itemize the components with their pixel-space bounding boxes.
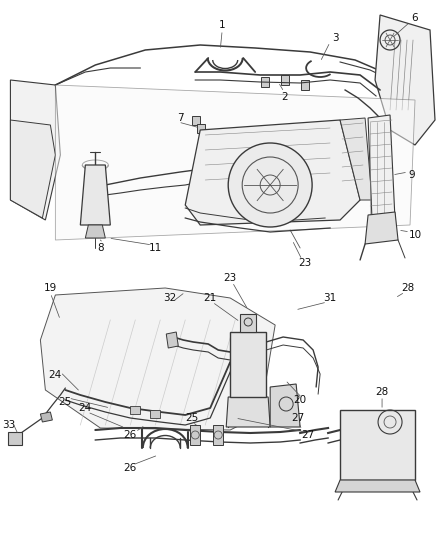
Polygon shape xyxy=(166,332,178,348)
Polygon shape xyxy=(340,410,415,480)
Text: 2: 2 xyxy=(281,92,287,102)
Polygon shape xyxy=(240,314,256,332)
Polygon shape xyxy=(40,412,53,422)
Polygon shape xyxy=(375,15,435,145)
Text: 6: 6 xyxy=(412,13,418,23)
Polygon shape xyxy=(11,120,55,218)
Polygon shape xyxy=(368,115,395,222)
Polygon shape xyxy=(55,85,415,240)
Text: 21: 21 xyxy=(204,293,217,303)
Polygon shape xyxy=(80,165,110,225)
Text: 20: 20 xyxy=(293,395,307,405)
Text: 26: 26 xyxy=(124,430,137,440)
Text: 33: 33 xyxy=(2,420,15,430)
Text: 32: 32 xyxy=(164,293,177,303)
Text: 26: 26 xyxy=(124,463,137,473)
Text: 19: 19 xyxy=(44,283,57,293)
Text: 25: 25 xyxy=(59,397,72,407)
Text: 24: 24 xyxy=(49,370,62,380)
Text: 28: 28 xyxy=(375,387,389,397)
Text: 3: 3 xyxy=(332,33,339,43)
Text: 24: 24 xyxy=(79,403,92,413)
Text: 10: 10 xyxy=(409,230,422,240)
Polygon shape xyxy=(185,120,360,225)
Polygon shape xyxy=(226,397,270,427)
Polygon shape xyxy=(85,225,105,238)
Text: 11: 11 xyxy=(148,243,162,253)
Polygon shape xyxy=(8,432,22,445)
Polygon shape xyxy=(335,480,420,492)
Polygon shape xyxy=(281,75,289,85)
Text: 8: 8 xyxy=(97,243,104,253)
Polygon shape xyxy=(11,80,60,220)
Polygon shape xyxy=(365,212,398,244)
Polygon shape xyxy=(213,425,223,445)
Polygon shape xyxy=(190,425,200,445)
Polygon shape xyxy=(230,332,266,397)
Text: 28: 28 xyxy=(401,283,415,293)
Polygon shape xyxy=(192,116,200,125)
Text: 27: 27 xyxy=(292,413,305,423)
Polygon shape xyxy=(270,384,300,427)
Text: 31: 31 xyxy=(324,293,337,303)
Text: 25: 25 xyxy=(186,413,199,423)
Text: 1: 1 xyxy=(219,20,226,30)
Text: 7: 7 xyxy=(177,113,184,123)
Text: 27: 27 xyxy=(301,430,315,440)
Text: 23: 23 xyxy=(223,273,237,283)
Polygon shape xyxy=(150,410,160,418)
Circle shape xyxy=(228,143,312,227)
Text: 23: 23 xyxy=(299,258,312,268)
Polygon shape xyxy=(301,80,309,90)
Polygon shape xyxy=(40,288,275,430)
Polygon shape xyxy=(261,77,269,87)
Text: 9: 9 xyxy=(409,170,415,180)
Polygon shape xyxy=(197,124,205,133)
Polygon shape xyxy=(340,118,372,200)
Polygon shape xyxy=(130,406,140,414)
